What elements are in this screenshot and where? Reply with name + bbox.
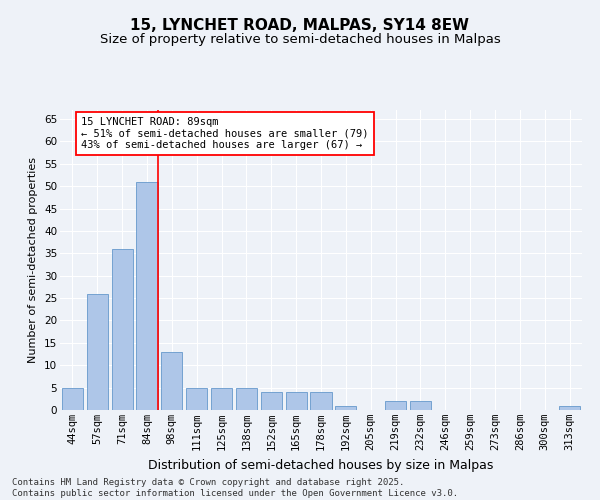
Bar <box>310 392 332 410</box>
Bar <box>236 388 257 410</box>
Bar <box>286 392 307 410</box>
Bar <box>261 392 282 410</box>
Bar <box>161 352 182 410</box>
Bar <box>385 401 406 410</box>
Bar <box>136 182 158 410</box>
Bar <box>410 401 431 410</box>
Bar <box>559 406 580 410</box>
Text: 15, LYNCHET ROAD, MALPAS, SY14 8EW: 15, LYNCHET ROAD, MALPAS, SY14 8EW <box>131 18 470 32</box>
Bar <box>186 388 207 410</box>
Bar <box>62 388 83 410</box>
Bar <box>211 388 232 410</box>
Text: Contains HM Land Registry data © Crown copyright and database right 2025.
Contai: Contains HM Land Registry data © Crown c… <box>12 478 458 498</box>
Bar <box>335 406 356 410</box>
Bar <box>87 294 108 410</box>
Text: 15 LYNCHET ROAD: 89sqm
← 51% of semi-detached houses are smaller (79)
43% of sem: 15 LYNCHET ROAD: 89sqm ← 51% of semi-det… <box>81 116 368 150</box>
Bar <box>112 249 133 410</box>
Y-axis label: Number of semi-detached properties: Number of semi-detached properties <box>28 157 38 363</box>
Text: Size of property relative to semi-detached houses in Malpas: Size of property relative to semi-detach… <box>100 32 500 46</box>
X-axis label: Distribution of semi-detached houses by size in Malpas: Distribution of semi-detached houses by … <box>148 458 494 471</box>
